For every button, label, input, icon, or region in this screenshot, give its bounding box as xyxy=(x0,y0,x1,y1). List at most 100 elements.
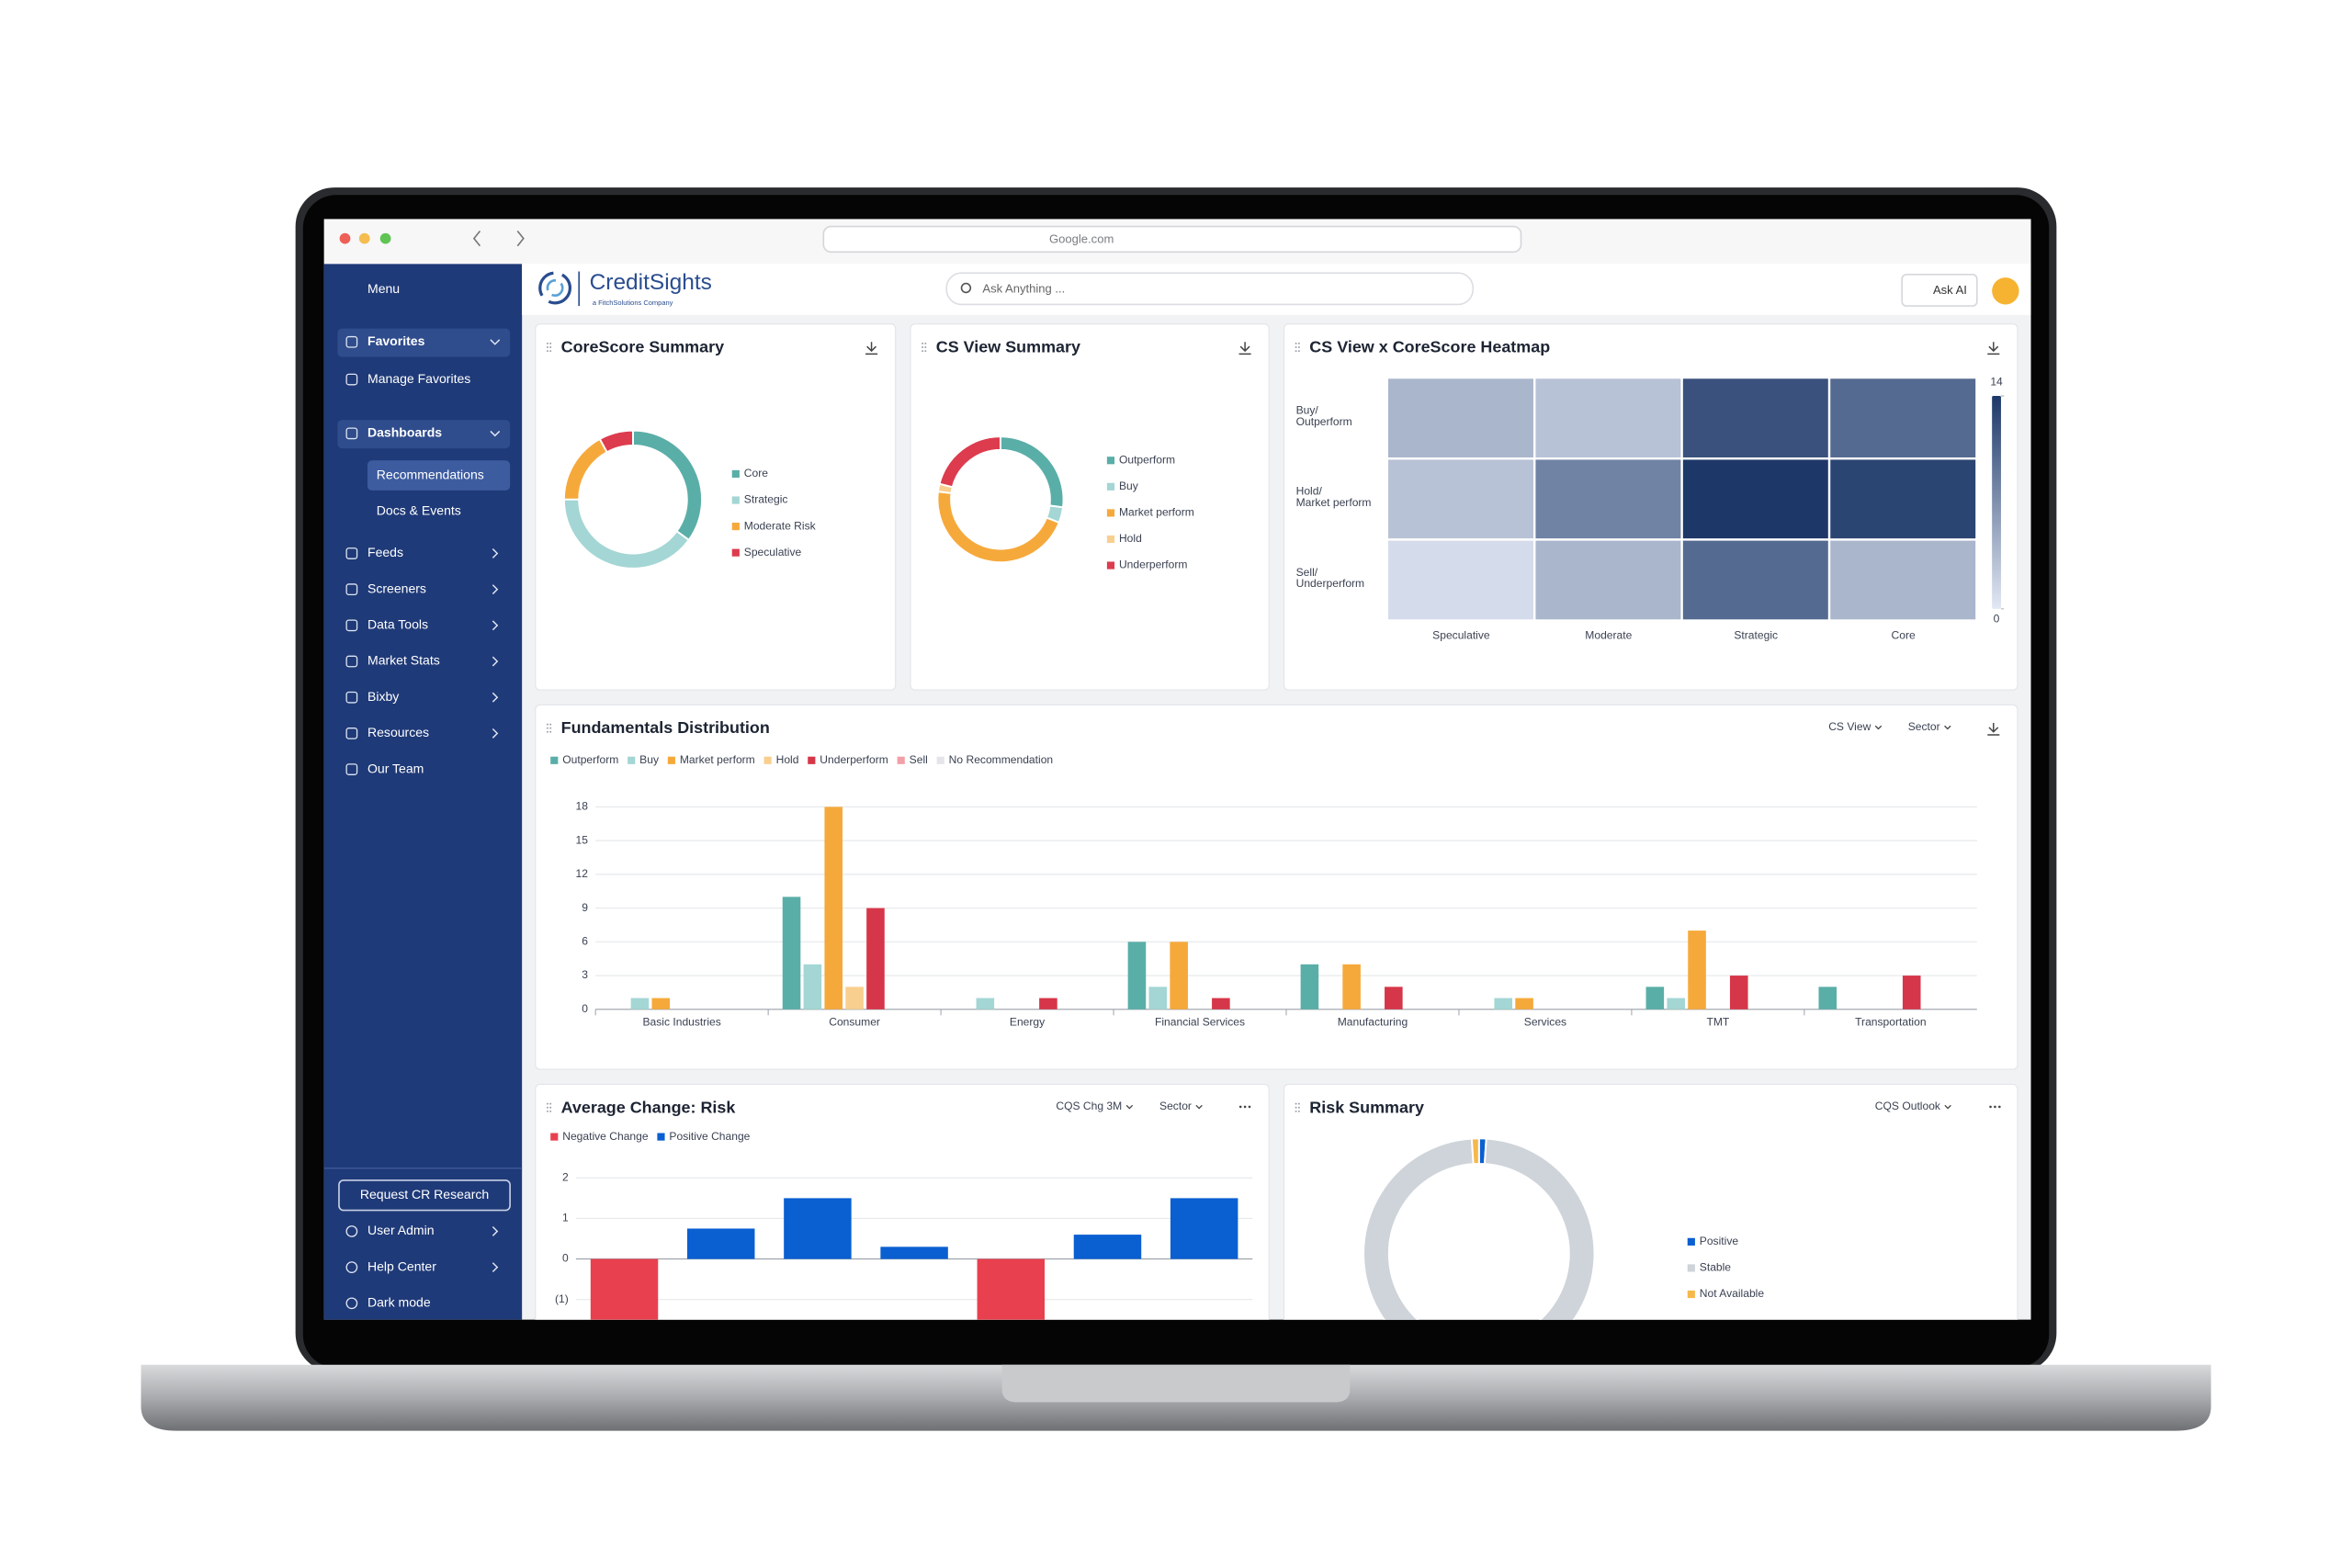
sidebar-item[interactable]: Our Team xyxy=(368,761,424,775)
minimize[interactable] xyxy=(358,232,370,244)
drag-handle[interactable] xyxy=(549,346,552,348)
sidebar-item[interactable]: Feeds xyxy=(368,545,403,559)
download-icon[interactable] xyxy=(1987,722,2000,736)
bar xyxy=(1645,987,1665,1010)
drag-handle[interactable] xyxy=(546,350,548,353)
download-icon[interactable] xyxy=(865,342,878,355)
sidebar-icon xyxy=(345,1297,358,1310)
drag-handle[interactable] xyxy=(549,350,552,353)
dropdown[interactable]: Sector xyxy=(1908,720,1940,733)
search-box[interactable] xyxy=(945,272,1475,306)
drag-handle[interactable] xyxy=(549,342,552,344)
dropdown[interactable]: CQS Outlook xyxy=(1875,1100,1941,1112)
drag-handle[interactable] xyxy=(1297,350,1300,353)
colorbar xyxy=(1992,396,2001,609)
sidebar-item[interactable]: Dark mode xyxy=(368,1295,431,1310)
drag-handle[interactable] xyxy=(924,342,927,344)
drag-handle[interactable] xyxy=(549,1110,552,1112)
more-menu[interactable] xyxy=(1994,1105,1996,1109)
sidebar-item[interactable]: Resources xyxy=(368,725,429,739)
download-icon[interactable] xyxy=(1987,342,2000,355)
heat-cell xyxy=(1682,540,1828,620)
drag-handle[interactable] xyxy=(922,342,924,344)
download-icon[interactable] xyxy=(1238,342,1251,355)
drag-handle[interactable] xyxy=(549,727,552,729)
drag-handle[interactable] xyxy=(1295,1110,1297,1112)
legend-label: Buy xyxy=(1119,479,1139,492)
sidebar-item[interactable]: Help Center xyxy=(368,1258,436,1273)
sidebar-item[interactable]: Data Tools xyxy=(368,617,428,632)
ask-ai[interactable]: Ask AI xyxy=(1933,283,1967,297)
more-menu[interactable] xyxy=(1998,1105,2001,1109)
drag-handle[interactable] xyxy=(1297,1110,1300,1112)
panel-title: Fundamentals Distribution xyxy=(561,718,770,737)
item-bg xyxy=(368,460,511,491)
dropdown[interactable]: CS View xyxy=(1828,720,1871,733)
sidebar-item[interactable]: Market Stats xyxy=(368,653,440,668)
sidebar-item[interactable]: Recommendations xyxy=(377,467,484,481)
drag-handle[interactable] xyxy=(1297,1106,1300,1109)
chevron xyxy=(490,430,501,437)
sidebar-icon xyxy=(345,691,358,704)
request-button[interactable] xyxy=(338,1179,511,1212)
drag-handle[interactable] xyxy=(546,1110,548,1112)
sidebar-item[interactable]: Bixby xyxy=(368,689,399,704)
ask-ai-button[interactable] xyxy=(1901,273,1978,307)
drag-handle[interactable] xyxy=(549,723,552,726)
close[interactable] xyxy=(339,232,351,244)
bar xyxy=(590,1258,659,1320)
menu[interactable]: Menu xyxy=(368,281,400,296)
drag-handle[interactable] xyxy=(546,1106,548,1109)
chevron xyxy=(492,692,499,703)
more-menu[interactable] xyxy=(1989,1105,1992,1109)
more-menu[interactable] xyxy=(1243,1105,1247,1109)
drag-handle[interactable] xyxy=(1295,346,1297,348)
sidebar-item[interactable]: Docs & Events xyxy=(377,502,461,517)
drag-handle[interactable] xyxy=(546,723,548,726)
drag-handle[interactable] xyxy=(924,350,927,353)
drag-handle[interactable] xyxy=(549,730,552,733)
sidebar-item[interactable]: Dashboards xyxy=(368,425,442,440)
avatar[interactable] xyxy=(1992,277,2019,305)
sidebar-item[interactable]: Screeners xyxy=(368,581,426,595)
y-tick-label: 15 xyxy=(576,833,589,846)
drag-handle[interactable] xyxy=(1295,1106,1297,1109)
bar xyxy=(866,908,885,1010)
dropdown[interactable]: CQS Chg 3M xyxy=(1056,1100,1122,1112)
more-menu[interactable] xyxy=(1248,1105,1251,1109)
drag-handle[interactable] xyxy=(922,346,924,348)
drag-handle[interactable] xyxy=(1297,346,1300,348)
y-tick-label: 12 xyxy=(576,867,589,880)
sidebar-item[interactable]: Manage Favorites xyxy=(368,371,470,386)
more-menu[interactable] xyxy=(1238,1105,1242,1109)
drag-handle[interactable] xyxy=(1297,1102,1300,1105)
drag-handle[interactable] xyxy=(1295,1102,1297,1105)
donut-slice xyxy=(1470,1137,1480,1166)
url-bar[interactable] xyxy=(822,225,1522,254)
drag-handle[interactable] xyxy=(1297,342,1300,344)
sidebar-item[interactable]: Favorites xyxy=(368,333,425,348)
logo-sub: a FitchSolutions Company xyxy=(593,299,673,307)
sidebar-item[interactable]: User Admin xyxy=(368,1223,435,1237)
dropdown[interactable]: Sector xyxy=(1159,1100,1192,1112)
drag-handle[interactable] xyxy=(546,1102,548,1105)
drag-handle[interactable] xyxy=(546,342,548,344)
drag-handle[interactable] xyxy=(549,1106,552,1109)
request[interactable]: Request CR Research xyxy=(360,1187,489,1201)
drag-handle[interactable] xyxy=(1295,350,1297,353)
y-tick-label: 9 xyxy=(582,901,588,914)
drag-handle[interactable] xyxy=(924,346,927,348)
sidebar-icon xyxy=(345,1261,358,1273)
drag-handle[interactable] xyxy=(546,727,548,729)
drag-handle[interactable] xyxy=(546,730,548,733)
drag-handle[interactable] xyxy=(1295,342,1297,344)
y-tick-label: 0 xyxy=(562,1252,569,1265)
maximize[interactable] xyxy=(379,232,391,244)
drag-handle[interactable] xyxy=(922,350,924,353)
drag-handle[interactable] xyxy=(546,346,548,348)
drag-handle[interactable] xyxy=(549,1102,552,1105)
legend-swatch xyxy=(1106,561,1115,570)
legend-swatch xyxy=(1106,509,1115,517)
bar xyxy=(1729,976,1748,1010)
nav-arrows[interactable] xyxy=(472,230,525,247)
